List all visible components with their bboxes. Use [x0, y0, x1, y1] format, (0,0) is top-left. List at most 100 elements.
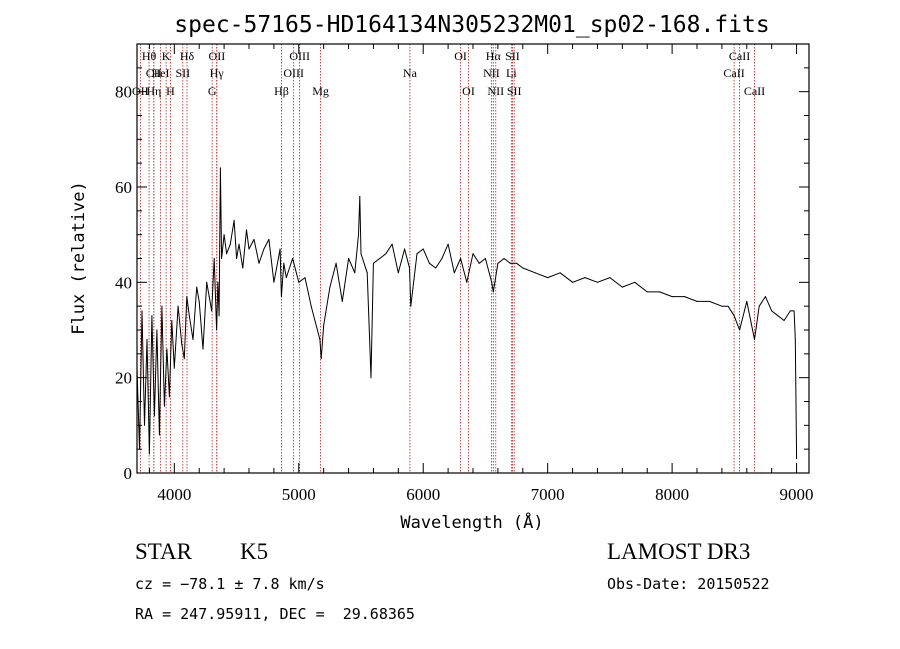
spectrum-point	[460, 258, 462, 259]
spectrum-point	[472, 253, 474, 255]
spectral-line-label: NII	[483, 66, 500, 80]
spectrum-point	[497, 262, 499, 264]
spectrum-point	[354, 272, 356, 274]
spectrum-point	[721, 305, 723, 307]
x-tick-labels: 4000 5000 6000 7000 8000 9000	[157, 485, 813, 504]
axis-ticks	[137, 43, 809, 474]
spectrum-point	[335, 262, 337, 264]
spectrum-point	[746, 300, 748, 302]
spectrum-point	[226, 253, 228, 255]
spectrum-point	[283, 262, 285, 264]
spectrum-point	[192, 339, 194, 340]
spectrum-point	[503, 258, 505, 259]
spectral-line-label: CaII	[723, 66, 744, 80]
spectrum-point	[453, 272, 455, 274]
spectrum-point	[796, 458, 798, 460]
spectrum-point	[188, 315, 190, 317]
spectrum-point	[253, 238, 255, 240]
spectrum-point	[621, 286, 623, 288]
spectrum-point	[163, 405, 165, 407]
spectral-line-label: Na	[403, 66, 418, 80]
spectrum-point	[771, 310, 773, 312]
spectrum-point	[584, 277, 586, 279]
spectrum-point	[223, 234, 225, 236]
spectrum-point	[173, 367, 175, 369]
spectrum-point	[148, 453, 150, 455]
spectrum-point	[208, 296, 210, 298]
spectrum-line	[136, 167, 798, 459]
spectrum-point	[435, 267, 437, 269]
spectrum-point	[166, 348, 168, 350]
spectrum-point	[777, 315, 779, 317]
spectral-line-label: Hγ	[210, 66, 225, 80]
spectrum-point	[359, 196, 361, 197]
observation-date: Obs-Date: 20150522	[607, 575, 770, 593]
object-subclass: K5	[240, 539, 269, 564]
spectrum-point	[358, 234, 359, 236]
spectrum-point	[659, 291, 661, 293]
spectral-line-label: K	[162, 49, 171, 63]
spectrum-point	[372, 262, 374, 264]
coordinates: RA = 247.95911, DEC = 29.68365	[135, 605, 415, 623]
spectral-line-label: CaII	[729, 49, 750, 63]
spectrum-point	[153, 415, 155, 417]
spectrum-point	[304, 277, 306, 279]
spectrum-point	[484, 258, 486, 259]
spectrum-point	[158, 434, 160, 436]
spectrum-point	[397, 272, 399, 274]
spectral-line-markers	[139, 44, 755, 473]
spectrum-point	[141, 310, 143, 312]
spectrum-point	[559, 272, 561, 274]
spectrum-point	[329, 286, 331, 288]
spectrum-point	[793, 310, 795, 312]
spectrum-point	[213, 258, 215, 259]
spectrum-point	[233, 219, 235, 221]
spectrum-point	[410, 305, 412, 307]
x-tick-label: 6000	[406, 485, 440, 504]
spectrum-point	[285, 277, 287, 279]
spectrum-point	[596, 281, 598, 283]
spectral-line-label: Hα	[486, 49, 502, 63]
spectrum-point	[310, 305, 312, 307]
spectral-line-label: OIII	[283, 66, 304, 80]
spectral-line-label: OII	[132, 84, 149, 98]
chart-title: spec-57165-HD164134N305232M01_sp02-168.f…	[174, 12, 769, 38]
spectrum-point	[319, 339, 321, 340]
spectrum-point	[216, 329, 218, 331]
y-tick-label: 60	[115, 178, 132, 197]
spectral-line-label: H	[166, 84, 175, 98]
spectrum-point	[789, 310, 791, 312]
plot-frame	[136, 43, 810, 474]
spectrum-point	[360, 253, 362, 255]
spectrum-point	[146, 339, 148, 340]
spectrum-point	[246, 229, 247, 231]
spectral-line-label: NII	[487, 84, 504, 98]
spectrum-point	[509, 262, 511, 264]
spectrum-point	[478, 262, 480, 264]
spectral-line-label: CII	[146, 66, 162, 80]
y-axis-label: Flux (relative)	[69, 181, 89, 335]
spectrum-point	[219, 167, 221, 169]
spectrum-point	[144, 424, 145, 426]
spectrum-point	[298, 281, 300, 283]
spectral-line-label: OII	[209, 49, 226, 63]
spectral-line-label: Li	[506, 66, 517, 80]
spectral-line-label: SII	[505, 49, 520, 63]
spectral-line-label: SII	[175, 66, 190, 80]
spectrum-point	[280, 296, 282, 298]
spectrum-point	[385, 253, 387, 255]
spectrum-point	[671, 296, 673, 298]
spectrum-point	[229, 243, 231, 245]
spectral-line-label: OIII	[289, 49, 310, 63]
spectrum-point	[341, 300, 343, 302]
spectrum-point	[428, 262, 430, 264]
spectrum-point	[186, 296, 188, 298]
object-class: STAR	[135, 539, 192, 564]
spectrum-point	[646, 291, 648, 293]
spectrum-point	[258, 262, 260, 264]
spectral-line-label: Hβ	[274, 84, 289, 98]
x-tick-label: 7000	[531, 485, 565, 504]
spectrum-point	[391, 243, 393, 245]
spectrum-point	[168, 396, 170, 398]
